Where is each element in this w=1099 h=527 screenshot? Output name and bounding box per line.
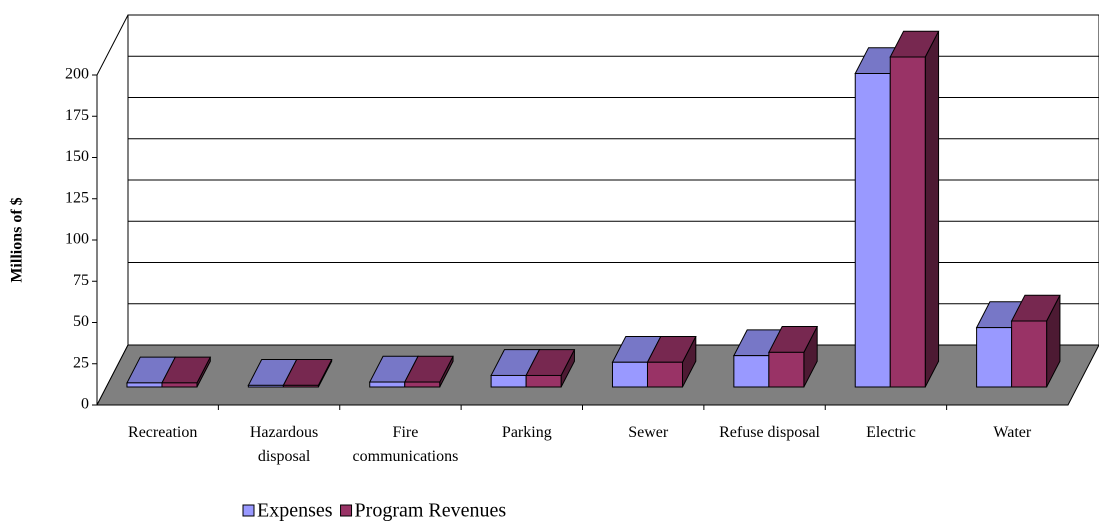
legend-label: Program Revenues (355, 500, 507, 522)
y-tick-label: 50 (73, 313, 89, 330)
bar (490, 374, 527, 388)
y-tick-label: 0 (81, 396, 89, 413)
bar (611, 361, 648, 388)
x-tick-label: Refuse disposal (719, 424, 820, 441)
bar (404, 381, 441, 388)
bar (733, 355, 770, 388)
x-tick-label: Hazardous disposal (250, 424, 318, 465)
y-tick-label: 150 (65, 148, 89, 165)
x-tick-label: Water (993, 424, 1031, 441)
bar (854, 73, 891, 388)
y-tick-label: 75 (73, 272, 89, 289)
y-tick-label: 125 (65, 189, 89, 206)
bar (646, 361, 683, 388)
bar (768, 351, 805, 388)
bar (247, 384, 284, 388)
x-tick-label: Sewer (628, 424, 669, 441)
x-tick-label: Recreation (128, 424, 197, 441)
legend-swatch (340, 504, 353, 517)
bar (161, 382, 198, 388)
legend-label: Expenses (257, 500, 333, 522)
bar (976, 327, 1013, 388)
y-tick-label: 175 (65, 107, 89, 124)
y-tick-label: 100 (65, 231, 89, 248)
x-tick-label: Parking (502, 424, 552, 441)
legend-swatch (242, 504, 255, 517)
y-tick-label: 25 (73, 354, 89, 371)
bar (1011, 320, 1048, 388)
floor (96, 344, 1099, 406)
y-axis-label: Millions of $ (9, 197, 26, 282)
y-tick-label: 200 (65, 66, 89, 83)
bar (889, 56, 926, 388)
bar (525, 374, 562, 388)
bar (282, 384, 319, 388)
bar (126, 382, 163, 388)
x-tick-label: Electric (866, 424, 916, 441)
x-tick-label: Fire communications (353, 424, 459, 465)
bar-side (924, 30, 940, 388)
bar (369, 381, 406, 388)
side-wall (96, 14, 129, 406)
